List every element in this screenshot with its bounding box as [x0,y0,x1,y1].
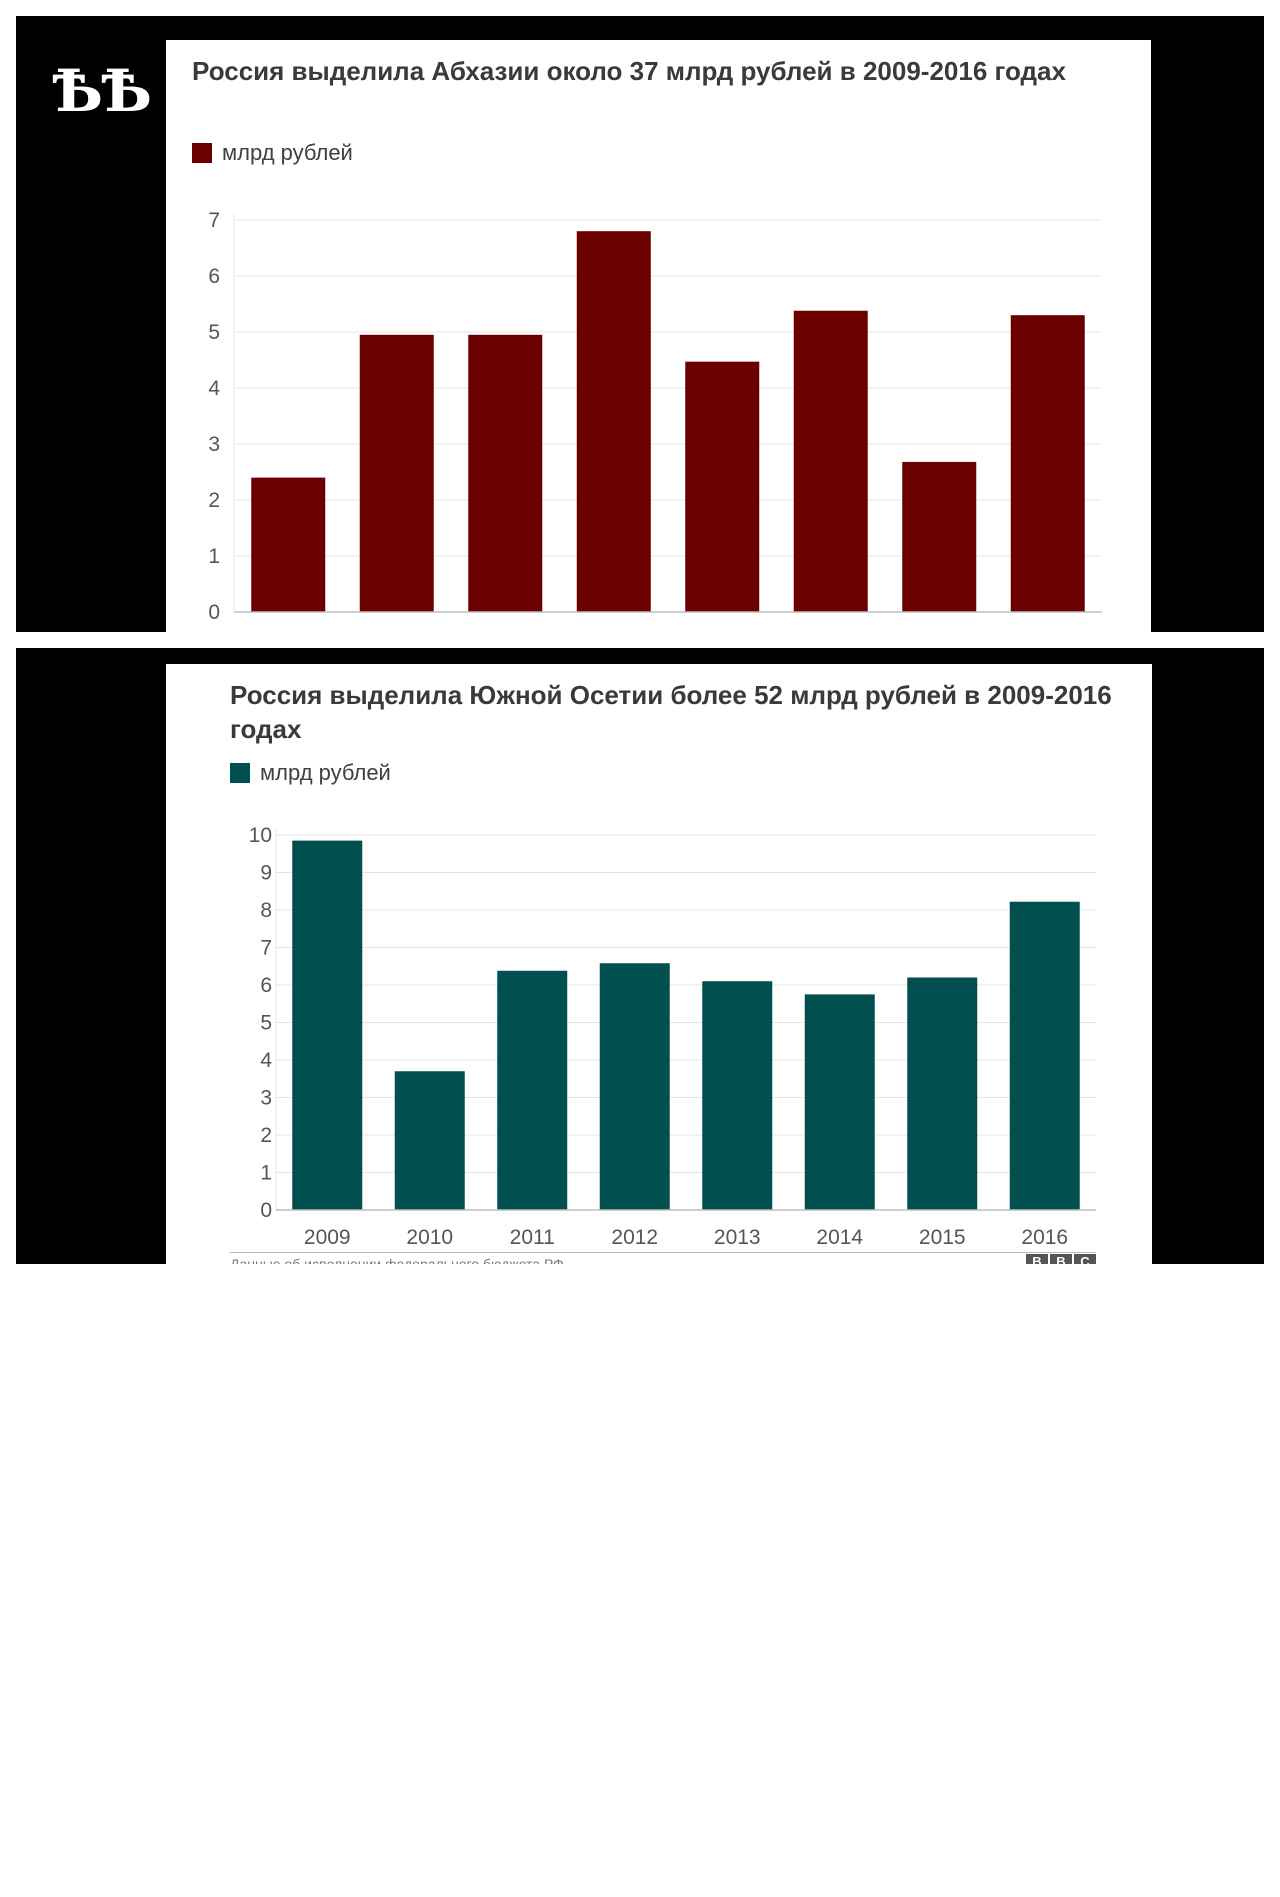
y-tick-label: 3 [260,1087,272,1110]
bar [1010,315,1085,612]
y-tick-label: 4 [260,1049,272,1072]
bar [292,840,363,1210]
x-tick-label: 2016 [1024,630,1071,632]
x-tick-label: 2014 [816,1226,863,1249]
bar [793,310,868,612]
bar [468,334,543,612]
x-tick-label: 2013 [699,630,746,632]
legend: млрд рублей [230,760,391,786]
bar-chart-abkhazia: 0 1 2 3 4 5 6 7 2009 2010 2011 2012 2013 2014 2015 2016 [208,209,1102,632]
legend: млрд рублей [192,140,353,166]
legend-label: млрд рублей [260,760,391,785]
y-tick-label: 6 [260,974,272,997]
legend-swatch [230,763,250,783]
bar [576,231,651,612]
bar [907,977,978,1210]
x-tick-label: 2015 [916,630,963,632]
bar [902,461,977,612]
y-tick-label: 2 [208,489,220,512]
x-tick-label: 2010 [373,630,420,632]
legend-label: млрд рублей [222,140,353,165]
bottom-chart-frame: Россия выделила Южной Осетии более 52 мл… [16,648,1280,1892]
source-note: Данные об исполнении федерального бюджет… [230,1252,1096,1264]
chart-title: Россия выделила Абхазии около 37 млрд ру… [192,56,1066,86]
y-tick-label: 1 [260,1162,272,1185]
chart-title: Россия выделила Южной Осетии более 52 мл… [230,680,1112,744]
channel-logo: ѢѢ [1180,1829,1280,1897]
x-tick-label: 2014 [807,630,854,632]
y-tick-label: 5 [260,1012,272,1035]
y-tick-label: 0 [260,1199,272,1222]
y-tick-label: 1 [208,545,220,568]
y-tick-label: 10 [249,824,272,847]
y-tick-label: 3 [208,433,220,456]
bar-chart-south-ossetia: 0 1 2 3 4 5 6 7 8 9 10 2009 2010 2011 2012 2013 2014 2015… [249,824,1096,1249]
bbc-letter: B [1026,1254,1048,1264]
x-tick-label: 2012 [611,1226,658,1249]
bbc-logo: B B C [1026,1254,1096,1264]
bar [359,334,434,612]
y-tick-label: 2 [260,1124,272,1147]
y-tick-label: 5 [208,321,220,344]
y-tick-label: 0 [208,601,220,624]
x-tick-label: 2013 [714,1226,761,1249]
x-tick-label: 2011 [483,630,528,632]
x-tick-label: 2009 [304,1226,351,1249]
top-chart-frame: Россия выделила Абхазии около 37 млрд ру… [16,16,1264,632]
y-tick-label: 7 [208,209,220,232]
x-tick-label: 2016 [1021,1226,1068,1249]
bar [599,963,670,1210]
bar [702,981,773,1210]
chart-panel-abkhazia: Россия выделила Абхазии около 37 млрд ру… [166,40,1151,632]
bar [497,970,568,1210]
bbc-letter: C [1074,1254,1096,1264]
bbc-letter: B [1050,1254,1072,1264]
y-tick-label: 9 [260,862,272,885]
x-tick-label: 2015 [919,1226,966,1249]
x-tick-label: 2012 [590,630,637,632]
bar [685,361,760,612]
y-tick-label: 8 [260,899,272,922]
bar [251,477,326,612]
channel-logo: ѢѢ [52,57,152,125]
y-tick-label: 7 [260,937,272,960]
bar [804,994,875,1210]
y-tick-label: 6 [208,265,220,288]
bar [1009,901,1080,1210]
x-tick-label: 2010 [406,1226,453,1249]
chart-panel-south-ossetia: Россия выделила Южной Осетии более 52 мл… [166,664,1152,1264]
x-tick-label: 2009 [265,630,312,632]
legend-swatch [192,143,212,163]
bar [394,1071,465,1210]
y-tick-label: 4 [208,377,220,400]
x-tick-label: 2011 [510,1226,555,1249]
